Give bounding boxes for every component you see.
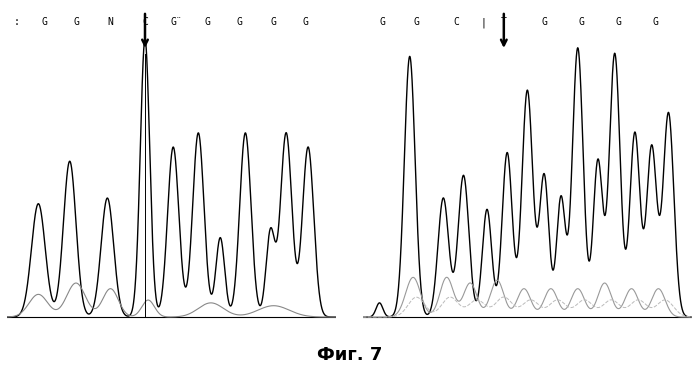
Text: G: G (302, 17, 308, 27)
Text: N: N (108, 17, 113, 27)
Text: G: G (541, 17, 547, 27)
Text: G: G (615, 17, 621, 27)
Text: G̈: G̈ (171, 17, 182, 27)
Text: Фиг. 7: Фиг. 7 (317, 346, 382, 364)
Text: C: C (454, 17, 460, 27)
Text: G: G (42, 17, 48, 27)
Text: G: G (236, 17, 242, 27)
Text: C: C (142, 17, 148, 27)
Text: G: G (271, 17, 277, 27)
Text: G: G (205, 17, 210, 27)
Text: :: : (13, 17, 20, 27)
Text: G: G (73, 17, 79, 27)
Text: T: T (501, 17, 507, 27)
Text: G: G (380, 17, 386, 27)
Text: G: G (652, 17, 658, 27)
Text: G: G (414, 17, 419, 27)
Text: |: | (481, 17, 487, 28)
Text: G: G (578, 17, 584, 27)
